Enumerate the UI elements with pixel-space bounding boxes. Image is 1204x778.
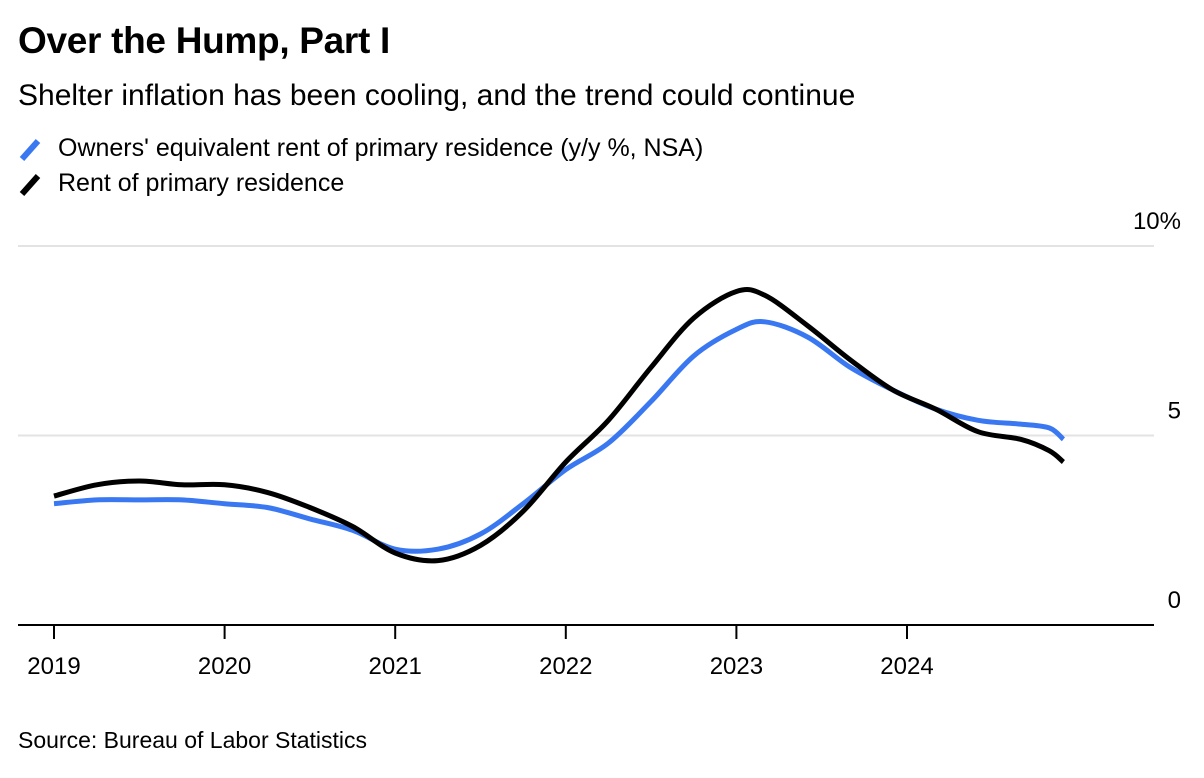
x-axis: 2019 2020 2021 2022 2023 2024 xyxy=(18,624,1154,680)
series-rent xyxy=(53,287,1066,564)
legend-swatch-oer xyxy=(19,138,41,161)
legend-item-rent: Rent of primary residence xyxy=(18,166,703,201)
legend: Owners' equivalent rent of primary resid… xyxy=(18,131,703,201)
x-tick-label-2022: 2022 xyxy=(539,653,592,680)
x-tick-label-2021: 2021 xyxy=(369,653,422,680)
y-tick-label-10: 10% xyxy=(1133,208,1181,235)
legend-item-oer: Owners' equivalent rent of primary resid… xyxy=(18,131,703,166)
x-tick-label-2019: 2019 xyxy=(27,653,80,680)
x-tick-label-2020: 2020 xyxy=(198,653,251,680)
chart-title: Over the Hump, Part I xyxy=(18,20,391,61)
source-note: Source: Bureau of Labor Statistics xyxy=(18,727,368,753)
y-tick-label-0: 0 xyxy=(1168,587,1181,614)
legend-swatch-rent xyxy=(19,173,41,196)
legend-label-rent: Rent of primary residence xyxy=(58,169,345,197)
gridlines xyxy=(18,245,1154,437)
x-tick-label-2024: 2024 xyxy=(880,653,933,680)
y-axis-tick-labels: 10% 5 0 xyxy=(1133,208,1181,614)
legend-label-oer: Owners' equivalent rent of primary resid… xyxy=(58,134,704,162)
series-line-rent xyxy=(53,287,1066,564)
x-tick-label-2023: 2023 xyxy=(710,653,763,680)
series-lines xyxy=(53,287,1066,564)
chart-subtitle: Shelter inflation has been cooling, and … xyxy=(18,79,856,112)
y-tick-label-5: 5 xyxy=(1168,398,1181,425)
